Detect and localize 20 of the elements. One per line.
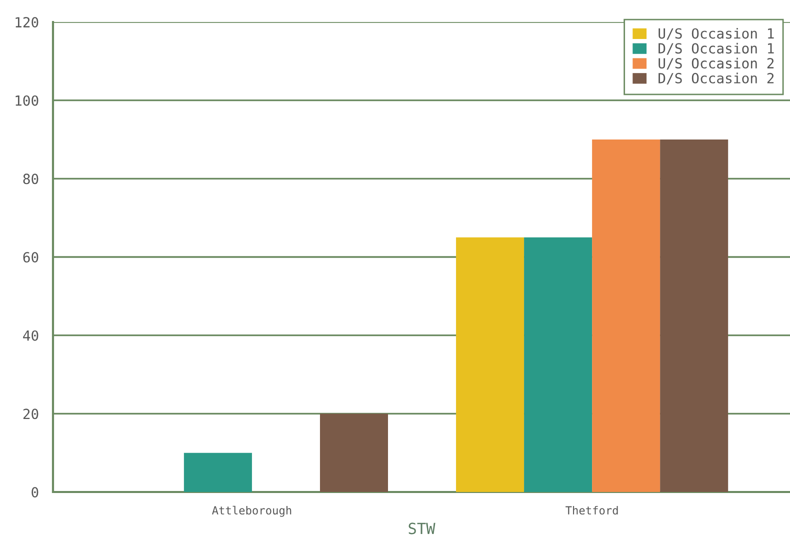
y-tick-label: 0 bbox=[32, 487, 38, 498]
legend-label: D/S Occasion 2 bbox=[658, 72, 774, 85]
bar bbox=[524, 237, 592, 492]
y-tick-label: 120 bbox=[16, 17, 38, 28]
x-axis-title: STW bbox=[408, 522, 436, 534]
y-tick-label: 80 bbox=[23, 174, 38, 184]
y-tick-label: 20 bbox=[23, 408, 38, 420]
bar bbox=[660, 140, 728, 492]
legend-label: U/S Occasion 2 bbox=[658, 58, 774, 70]
bar bbox=[320, 414, 388, 492]
y-tick-label: 40 bbox=[23, 330, 38, 341]
legend-label: U/S Occasion 1 bbox=[658, 28, 774, 40]
y-tick-label: 100 bbox=[16, 95, 38, 106]
x-tick-label: Attleborough bbox=[212, 506, 292, 517]
bar bbox=[184, 452, 252, 492]
bar bbox=[456, 237, 524, 492]
y-tick-label: 60 bbox=[23, 252, 38, 263]
legend-label: D/S Occasion 1 bbox=[658, 42, 774, 55]
bar bbox=[592, 140, 660, 492]
x-tick-label: Thetford bbox=[566, 506, 618, 515]
